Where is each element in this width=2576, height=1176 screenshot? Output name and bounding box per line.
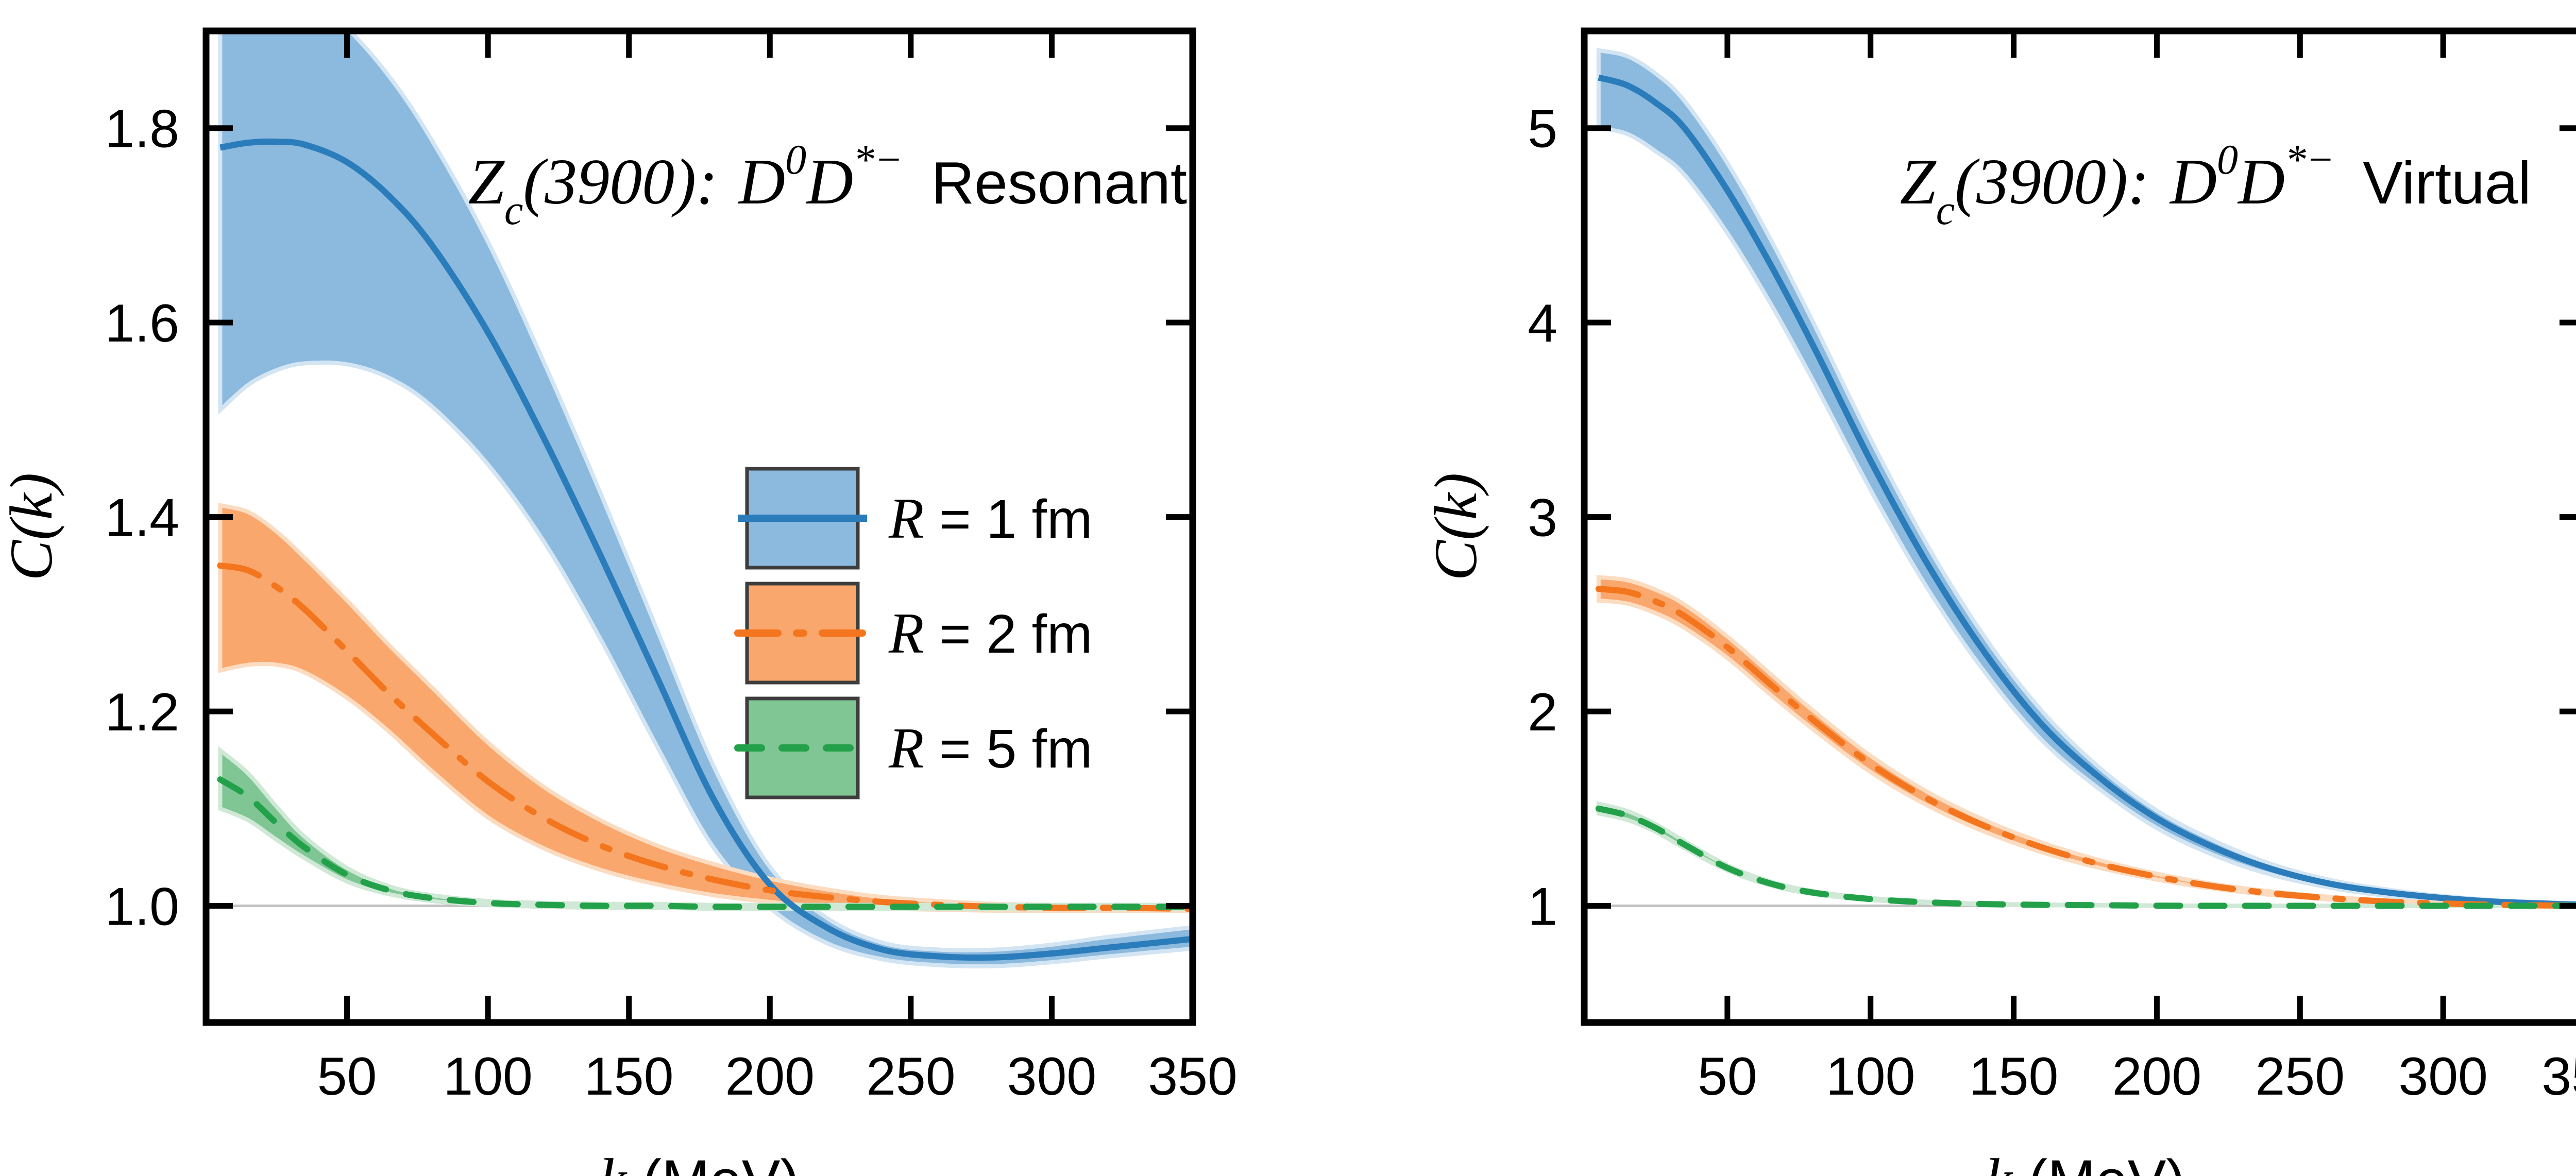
- svg-text:250: 250: [866, 1047, 956, 1106]
- svg-text:50: 50: [1698, 1047, 1757, 1106]
- svg-text:3: 3: [1528, 488, 1557, 548]
- svg-text:k (MeV): k (MeV): [1985, 1146, 2185, 1176]
- svg-text:2: 2: [1528, 683, 1557, 742]
- y-tick-labels: 1.0 1.2 1.4 1.6 1.8: [105, 99, 179, 937]
- svg-text:Zc(3900):D0D*−Virtual: Zc(3900): D0D*− Virtual: [1900, 136, 2531, 233]
- y-axis-label: C(k): [1422, 473, 1489, 581]
- tick-marks: [1584, 31, 2576, 1022]
- svg-text:300: 300: [2398, 1047, 2488, 1106]
- uncertainty-band-r1fm: [218, 31, 1193, 968]
- svg-text:1.2: 1.2: [105, 683, 179, 742]
- legend: R = 1 fm R = 2 fm R = 5 fm: [734, 467, 1092, 799]
- axis-frame: [202, 27, 1196, 1026]
- svg-text:1: 1: [1528, 877, 1557, 937]
- svg-text:k (MeV): k (MeV): [599, 1146, 799, 1176]
- curve-r5fm: [1595, 805, 2576, 909]
- svg-text:1.6: 1.6: [105, 294, 179, 353]
- x-tick-labels: 50 100 150 200 250 300 350: [1698, 1047, 2576, 1106]
- legend-label-r1fm: R = 1 fm: [888, 487, 1092, 551]
- svg-text:100: 100: [443, 1047, 533, 1106]
- svg-text:Zc(3900):D0D*−Resonant: Zc(3900): D0D*− Resonant: [468, 136, 1187, 233]
- svg-text:200: 200: [725, 1047, 815, 1106]
- x-axis-label: k (MeV): [1985, 1146, 2185, 1176]
- svg-text:100: 100: [1826, 1047, 1916, 1106]
- curve-r2fm: [1595, 586, 2576, 909]
- x-axis-label: k (MeV): [599, 1146, 799, 1176]
- svg-text:150: 150: [1969, 1047, 2059, 1106]
- legend-label-r5fm: R = 5 fm: [888, 717, 1092, 780]
- plot-resonant: 50 100 150 200 250 300 350 1.0 1.2 1.4 1.6 1.8 k (Me…: [0, 27, 1238, 1176]
- uncertainty-band-r1fm: [1596, 47, 2576, 908]
- plot-virtual: 50 100 150 200 250 300 350 1 2 3 4 5 k (MeV) C(k) Zc(3…: [1340, 0, 2576, 1176]
- svg-text:5: 5: [1528, 99, 1557, 159]
- uncertainty-band-r2fm: [1596, 575, 2576, 909]
- curve-r1fm: [1598, 74, 2576, 908]
- svg-text:200: 200: [2112, 1047, 2202, 1106]
- svg-text:1.0: 1.0: [105, 877, 179, 937]
- tick-marks: [206, 31, 1196, 1022]
- panel-title: Zc(3900): D0D*− Virtual: [1900, 136, 2531, 233]
- plot-background: [1340, 0, 2576, 1176]
- svg-text:1.4: 1.4: [105, 488, 179, 548]
- curve-r5fm: [217, 776, 1193, 910]
- svg-text:1.8: 1.8: [105, 99, 179, 159]
- y-axis-label: C(k): [0, 473, 65, 581]
- panel-title: Zc(3900): D0D*− Resonant: [468, 136, 1187, 233]
- curve-r1fm: [219, 138, 1193, 961]
- panel-virtual: 50 100 150 200 250 300 350 1 2 3 4 5 k (MeV) C(k) Zc(3…: [1340, 0, 2576, 1176]
- svg-text:C(k): C(k): [1422, 473, 1489, 581]
- svg-text:250: 250: [2256, 1047, 2345, 1106]
- plot-area: [1584, 47, 2576, 909]
- svg-text:350: 350: [2541, 1047, 2576, 1106]
- y-tick-labels: 1 2 3 4 5: [1528, 99, 1557, 937]
- svg-text:50: 50: [317, 1047, 377, 1106]
- axis-frame: [1581, 27, 2576, 1026]
- svg-text:C(k): C(k): [0, 473, 65, 581]
- svg-text:4: 4: [1528, 294, 1557, 353]
- panel-resonant: 50 100 150 200 250 300 350 1.0 1.2 1.4 1.6 1.8 k (Me…: [0, 27, 1238, 1176]
- svg-text:150: 150: [584, 1047, 674, 1106]
- legend-label-r2fm: R = 2 fm: [888, 602, 1092, 666]
- svg-text:350: 350: [1148, 1047, 1238, 1106]
- svg-text:300: 300: [1007, 1047, 1097, 1106]
- x-tick-labels: 50 100 150 200 250 300 350: [317, 1047, 1238, 1106]
